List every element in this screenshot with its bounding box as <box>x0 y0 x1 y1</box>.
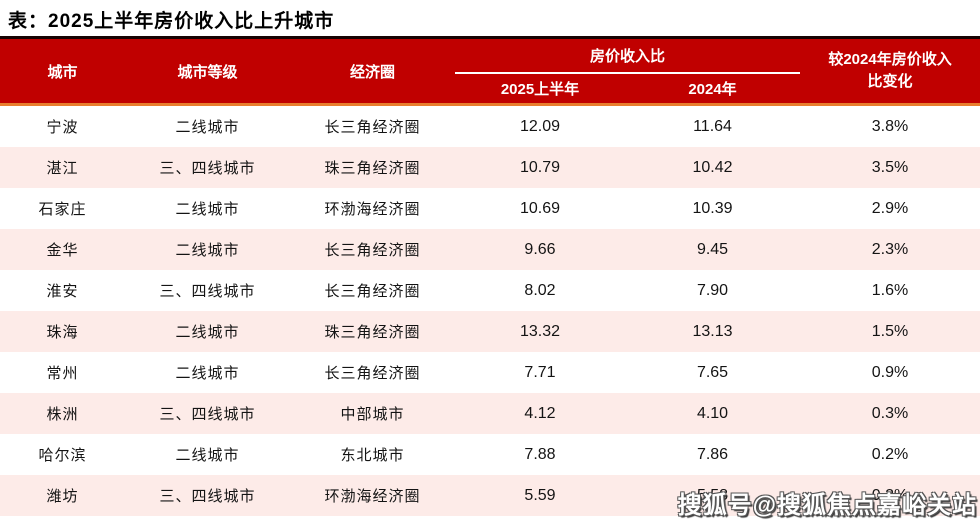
cell-change: 3.8% <box>871 117 909 135</box>
cell-ratio-2024: 7.86 <box>696 445 729 463</box>
cell-region: 长三角经济圈 <box>324 119 421 136</box>
cell-city: 潍坊 <box>46 488 79 505</box>
col-header-2025h1: 2025上半年 <box>455 73 625 106</box>
cell-ratio-2024: 4.10 <box>696 404 729 422</box>
table-header: 城市 城市等级 经济圈 房价收入比 较2024年房价收入 比变化 2025上半年… <box>0 36 980 106</box>
table-row: 淮安 三、四线城市 长三角经济圈 8.02 7.90 1.6% <box>0 270 980 311</box>
cell-ratio-2025h1: 7.71 <box>524 363 556 381</box>
table-row: 宁波 二线城市 长三角经济圈 12.09 11.64 3.8% <box>0 104 980 147</box>
cell-tier: 二线城市 <box>175 324 240 341</box>
cell-city: 宁波 <box>46 119 79 136</box>
cell-city: 常州 <box>46 365 79 382</box>
cell-tier: 三、四线城市 <box>159 160 256 177</box>
table-row: 珠海 二线城市 珠三角经济圈 13.32 13.13 1.5% <box>0 311 980 352</box>
cell-city: 株洲 <box>46 406 79 423</box>
cell-tier: 二线城市 <box>175 201 240 218</box>
cell-tier: 二线城市 <box>175 447 240 464</box>
cell-change: 0.3% <box>871 404 909 422</box>
cell-ratio-2024: 7.65 <box>696 363 729 381</box>
col-header-change-line2: 比变化 <box>867 73 913 90</box>
cell-region: 长三角经济圈 <box>324 283 421 300</box>
cell-tier: 三、四线城市 <box>159 283 256 300</box>
cell-region: 中部城市 <box>340 406 405 423</box>
col-header-region: 经济圈 <box>290 36 455 106</box>
cell-ratio-2024: 13.13 <box>692 322 733 340</box>
cell-ratio-2024: 7.90 <box>696 281 729 299</box>
cell-ratio-2025h1: 5.59 <box>524 486 556 504</box>
cell-ratio-2024: 10.42 <box>692 158 733 176</box>
cell-region: 珠三角经济圈 <box>324 160 421 177</box>
cell-ratio-2025h1: 10.69 <box>519 199 561 217</box>
page-title: 表：2025上半年房价收入比上升城市 <box>8 11 335 32</box>
cell-change: 1.5% <box>871 322 909 340</box>
cell-ratio-2025h1: 12.09 <box>519 117 561 135</box>
col-header-change: 较2024年房价收入 比变化 <box>800 36 980 106</box>
table-row: 湛江 三、四线城市 珠三角经济圈 10.79 10.42 3.5% <box>0 147 980 188</box>
cell-ratio-2025h1: 8.02 <box>524 281 556 299</box>
cell-region: 长三角经济圈 <box>324 365 421 382</box>
header-row-sub: 2025上半年 2024年 <box>0 73 980 106</box>
cell-region: 东北城市 <box>340 447 405 464</box>
cell-change: 2.9% <box>871 199 909 217</box>
cell-ratio-2024: 5.58 <box>696 486 729 504</box>
cell-change: 0.9% <box>871 363 909 381</box>
cell-tier: 二线城市 <box>175 242 240 259</box>
cell-tier: 二线城市 <box>175 119 240 136</box>
cell-ratio-2024: 11.64 <box>693 117 732 135</box>
table-row: 常州 二线城市 长三角经济圈 7.71 7.65 0.9% <box>0 352 980 393</box>
housing-price-income-ratio-table: 城市 城市等级 经济圈 房价收入比 较2024年房价收入 比变化 2025上半年… <box>0 36 980 516</box>
table-row: 金华 二线城市 长三角经济圈 9.66 9.45 2.3% <box>0 229 980 270</box>
table-row: 石家庄 二线城市 环渤海经济圈 10.69 10.39 2.9% <box>0 188 980 229</box>
header-row-group: 城市 城市等级 经济圈 房价收入比 较2024年房价收入 比变化 <box>0 36 980 106</box>
cell-region: 长三角经济圈 <box>324 242 421 259</box>
col-header-change-line1: 较2024年房价收入 <box>828 50 952 68</box>
cell-tier: 二线城市 <box>175 365 240 382</box>
cell-change: 2.3% <box>871 240 909 258</box>
cell-change: 0.2% <box>871 486 909 504</box>
col-header-tier: 城市等级 <box>125 36 290 106</box>
cell-ratio-2025h1: 9.66 <box>524 240 556 258</box>
table-row: 株洲 三、四线城市 中部城市 4.12 4.10 0.3% <box>0 393 980 434</box>
cell-tier: 三、四线城市 <box>159 488 256 505</box>
cell-change: 1.6% <box>871 281 909 299</box>
cell-region: 环渤海经济圈 <box>324 488 421 505</box>
cell-tier: 三、四线城市 <box>159 406 256 423</box>
cell-ratio-2024: 10.39 <box>692 199 733 217</box>
table-row: 哈尔滨 二线城市 东北城市 7.88 7.86 0.2% <box>0 434 980 475</box>
cell-city: 哈尔滨 <box>38 447 87 464</box>
cell-region: 环渤海经济圈 <box>324 201 421 218</box>
cell-city: 金华 <box>46 242 79 259</box>
cell-ratio-2025h1: 7.88 <box>524 445 556 463</box>
cell-ratio-2025h1: 4.12 <box>524 404 556 422</box>
col-header-city: 城市 <box>0 36 125 106</box>
table-body: 宁波 二线城市 长三角经济圈 12.09 11.64 3.8% 湛江 三、四线城… <box>0 104 980 516</box>
cell-ratio-2025h1: 10.79 <box>519 158 561 176</box>
cell-ratio-2024: 9.45 <box>696 240 729 258</box>
col-header-ratio-group: 房价收入比 <box>455 36 801 74</box>
cell-city: 石家庄 <box>38 201 87 218</box>
cell-change: 0.2% <box>871 445 909 463</box>
cell-city: 珠海 <box>46 324 79 341</box>
cell-region: 珠三角经济圈 <box>324 324 421 341</box>
cell-city: 湛江 <box>46 160 79 177</box>
cell-city: 淮安 <box>46 283 79 300</box>
cell-ratio-2025h1: 13.32 <box>519 322 561 340</box>
col-header-2024: 2024年 <box>625 73 801 106</box>
table-row: 潍坊 三、四线城市 环渤海经济圈 5.59 5.58 0.2% <box>0 475 980 516</box>
cell-change: 3.5% <box>871 158 909 176</box>
